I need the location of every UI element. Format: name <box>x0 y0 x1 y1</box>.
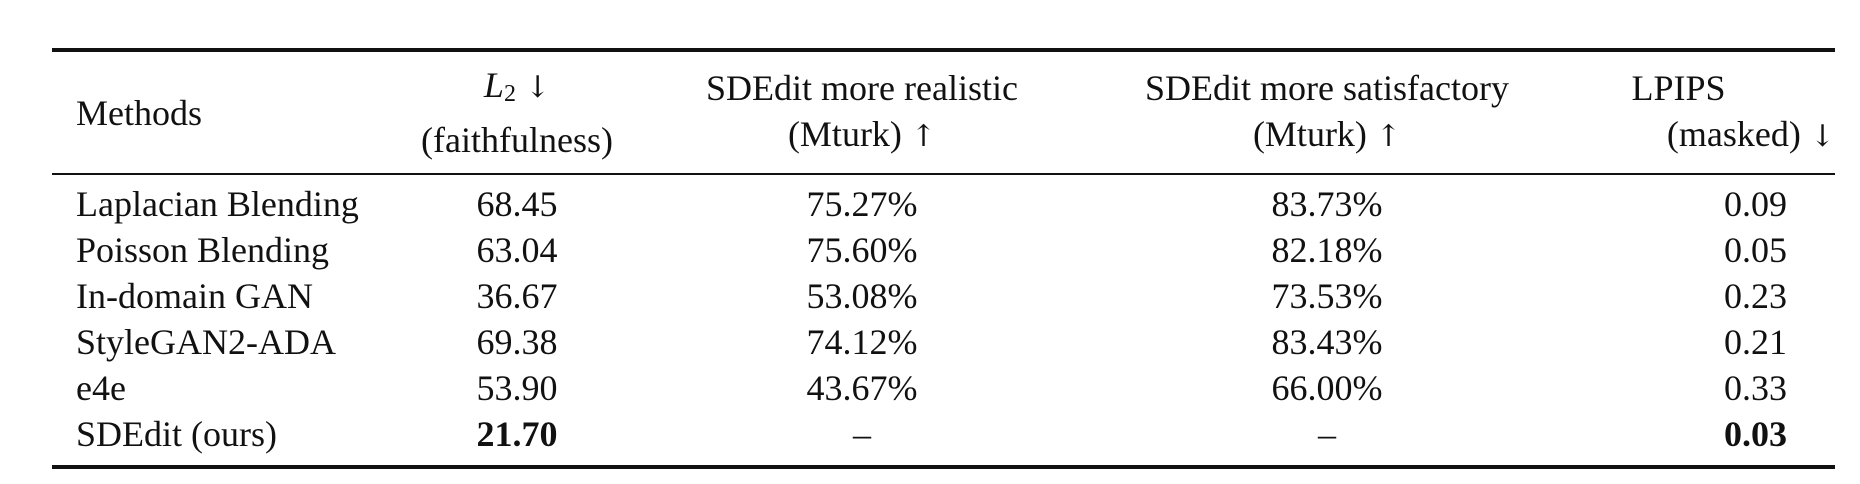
results-table-container: Methods L2 ↓ (faithfulness) SDEdit more … <box>52 48 1835 469</box>
satisfactory-cell: 73.53% <box>1271 276 1383 316</box>
lpips-cell: 0.23 <box>1724 276 1787 316</box>
header-satisfactory: SDEdit more satisfactory (Mturk) ↑ <box>1145 68 1509 154</box>
results-table: Methods L2 ↓ (faithfulness) SDEdit more … <box>52 52 1835 163</box>
method-cell: StyleGAN2-ADA <box>76 322 336 362</box>
lpips-cell: 0.21 <box>1724 322 1787 362</box>
top-rule <box>52 48 1835 52</box>
satisfactory-cell: 83.73% <box>1271 184 1383 224</box>
method-cell: e4e <box>76 368 126 408</box>
method-cell: In-domain GAN <box>76 276 313 316</box>
up-arrow-icon: ↑ <box>1375 119 1402 154</box>
l2-cell: 63.04 <box>476 230 558 270</box>
satisfactory-cell: – <box>1318 414 1336 454</box>
table-row: SDEdit (ours) 21.70 – – 0.03 <box>52 411 1835 457</box>
table-row: Laplacian Blending 68.45 75.27% 83.73% 0… <box>52 175 1835 227</box>
satisfactory-cell: 66.00% <box>1271 368 1383 408</box>
realistic-cell: 75.60% <box>806 230 918 270</box>
header-lpips: LPIPS (masked) ↓ <box>1631 68 1835 154</box>
method-cell: Poisson Blending <box>76 230 330 270</box>
table-row: StyleGAN2-ADA 69.38 74.12% 83.43% 0.21 <box>52 319 1835 365</box>
table-row: e4e 53.90 43.67% 66.00% 0.33 <box>52 365 1835 411</box>
realistic-cell: 43.67% <box>806 368 918 408</box>
method-cell: Laplacian Blending <box>76 184 359 224</box>
table-row: In-domain GAN 36.67 53.08% 73.53% 0.23 <box>52 273 1835 319</box>
header-l2: L2 ↓ (faithfulness) <box>421 65 613 160</box>
lpips-cell: 0.09 <box>1724 184 1787 224</box>
lpips-cell: 0.05 <box>1724 230 1787 270</box>
table-row: Poisson Blending 63.04 75.60% 82.18% 0.0… <box>52 227 1835 273</box>
header-row: Methods L2 ↓ (faithfulness) SDEdit more … <box>52 52 1835 163</box>
down-arrow-icon: ↓ <box>524 70 551 105</box>
bottom-rule <box>52 465 1835 469</box>
l2-cell-best: 21.70 <box>476 414 558 454</box>
realistic-cell: 75.27% <box>806 184 918 224</box>
l2-cell: 69.38 <box>476 322 558 362</box>
l2-cell: 53.90 <box>476 368 558 408</box>
down-arrow-icon: ↓ <box>1809 119 1835 154</box>
satisfactory-cell: 83.43% <box>1271 322 1383 362</box>
up-arrow-icon: ↑ <box>910 119 937 154</box>
l2-cell: 36.67 <box>476 276 558 316</box>
realistic-cell: 74.12% <box>806 322 918 362</box>
mid-rule <box>52 173 1835 175</box>
results-table-body: Laplacian Blending 68.45 75.27% 83.73% 0… <box>52 175 1835 457</box>
satisfactory-cell: 82.18% <box>1271 230 1383 270</box>
lpips-cell-best: 0.03 <box>1724 414 1787 454</box>
lpips-cell: 0.33 <box>1724 368 1787 408</box>
l2-cell: 68.45 <box>476 184 558 224</box>
realistic-cell: – <box>853 414 871 454</box>
header-realistic: SDEdit more realistic (Mturk) ↑ <box>706 68 1018 154</box>
realistic-cell: 53.08% <box>806 276 918 316</box>
method-cell: SDEdit (ours) <box>76 414 277 454</box>
header-methods: Methods <box>76 92 202 133</box>
